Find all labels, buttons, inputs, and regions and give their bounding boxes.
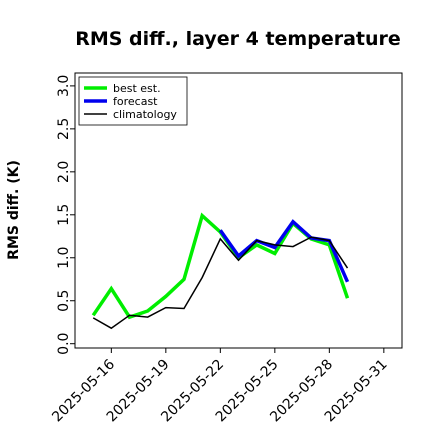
y-tick-label: 0.5 [56,290,72,312]
plot-area [74,72,403,349]
y-tick-label: 0.0 [56,333,72,355]
y-axis-ticks: 0.0 0.5 1.0 1.5 2.0 2.5 3.0 [56,75,75,355]
y-tick-label: 2.5 [56,118,72,140]
x-axis-ticks: 2025-05-162025-05-192025-05-222025-05-25… [49,348,391,425]
y-tick-label: 1.0 [56,247,72,269]
legend-label-2: climatology [113,108,177,121]
series-layer [91,212,350,330]
y-axis-label: RMS diff. (K) [6,160,22,260]
legend-label-1: forecast [113,95,158,108]
y-tick-label: 1.5 [56,204,72,226]
series-line-2 [92,236,349,330]
y-tick-label: 2.0 [56,161,72,183]
y-tick-label: 3.0 [56,75,72,97]
legend-label-0: best est. [113,82,161,95]
series-line-1 [218,219,350,283]
chart-title: RMS diff., layer 4 temperature [75,28,401,50]
